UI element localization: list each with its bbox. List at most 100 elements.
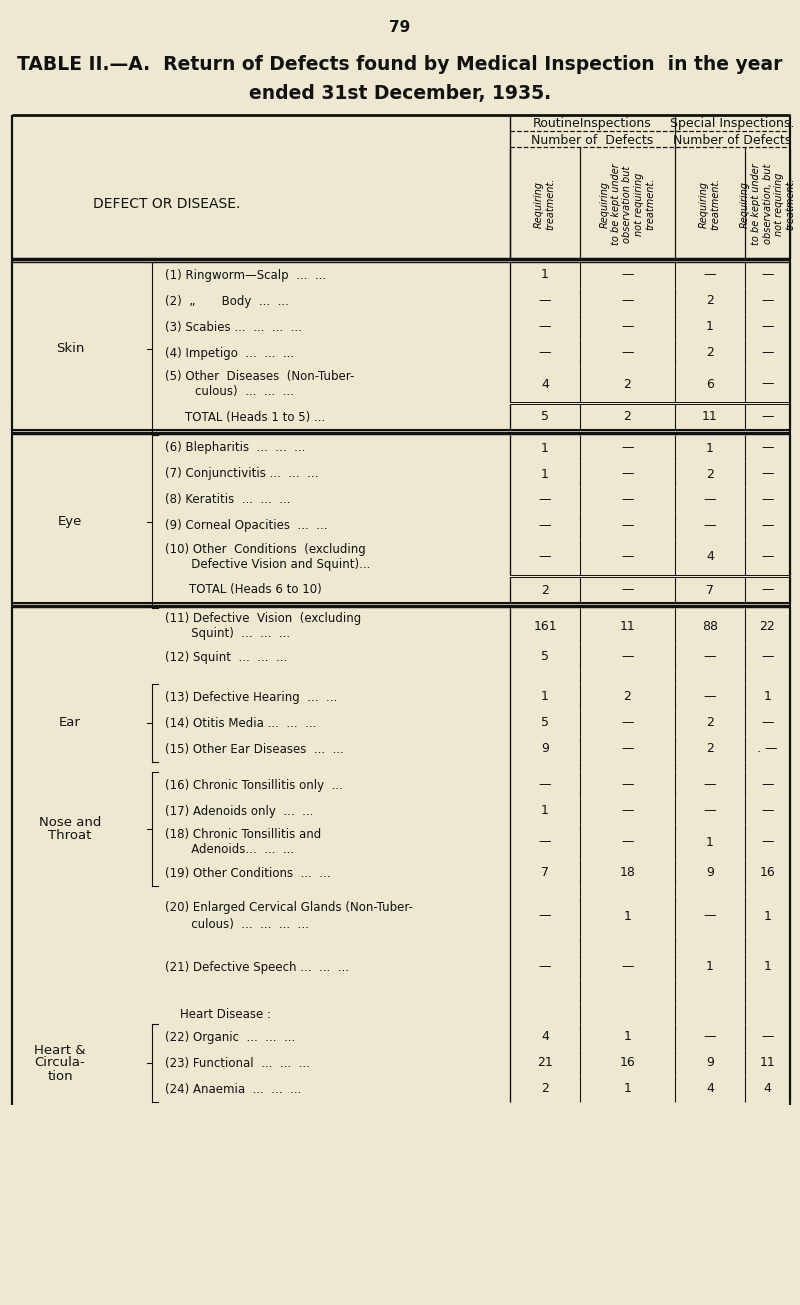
Text: Circula-: Circula-	[34, 1057, 86, 1070]
Text: —: —	[538, 321, 551, 334]
Text: —: —	[622, 779, 634, 792]
Text: (17) Adenoids only  ...  ...: (17) Adenoids only ... ...	[165, 804, 314, 817]
Text: 161: 161	[533, 620, 557, 633]
Text: —: —	[762, 583, 774, 596]
Text: —: —	[762, 321, 774, 334]
Text: 4: 4	[541, 377, 549, 390]
Text: —: —	[762, 779, 774, 792]
Text: Eye: Eye	[58, 515, 82, 529]
Text: (2)  „       Body  ...  ...: (2) „ Body ... ...	[165, 295, 289, 308]
Text: (11) Defective  Vision  (excluding: (11) Defective Vision (excluding	[165, 612, 362, 625]
Text: (7) Conjunctivitis ...  ...  ...: (7) Conjunctivitis ... ... ...	[165, 467, 318, 480]
Text: 1: 1	[541, 441, 549, 454]
Text: (4) Impetigo  ...  ...  ...: (4) Impetigo ... ... ...	[165, 347, 294, 359]
Text: 4: 4	[541, 1031, 549, 1044]
Text: —: —	[622, 804, 634, 817]
Text: —: —	[538, 551, 551, 564]
Text: Heart Disease :: Heart Disease :	[179, 1007, 270, 1021]
Text: 2: 2	[706, 295, 714, 308]
Text: —: —	[538, 493, 551, 506]
Text: Squint)  ...  ...  ...: Squint) ... ... ...	[165, 628, 290, 641]
Text: —: —	[704, 690, 716, 703]
Text: 1: 1	[623, 910, 631, 923]
Text: —: —	[622, 650, 634, 663]
Text: Number of Defects: Number of Defects	[674, 133, 792, 146]
Text: 22: 22	[760, 620, 775, 633]
Text: (16) Chronic Tonsillitis only  ...: (16) Chronic Tonsillitis only ...	[165, 779, 343, 792]
Text: —: —	[762, 1031, 774, 1044]
Text: —: —	[538, 779, 551, 792]
Text: TABLE II.—A.  Return of Defects found by Medical Inspection  in the year: TABLE II.—A. Return of Defects found by …	[18, 56, 782, 74]
Text: Requiring
treatment.: Requiring treatment.	[534, 177, 556, 230]
Text: —: —	[538, 835, 551, 848]
Text: tion: tion	[47, 1070, 73, 1083]
Text: —: —	[704, 779, 716, 792]
Text: —: —	[622, 960, 634, 974]
Text: 16: 16	[620, 1057, 635, 1070]
Text: —: —	[538, 295, 551, 308]
Text: 4: 4	[763, 1083, 771, 1095]
Text: —: —	[704, 804, 716, 817]
Text: —: —	[762, 835, 774, 848]
Text: 1: 1	[623, 1031, 631, 1044]
Text: —: —	[622, 295, 634, 308]
Text: —: —	[704, 1031, 716, 1044]
Text: —: —	[762, 467, 774, 480]
Text: —: —	[538, 347, 551, 359]
Text: —: —	[704, 493, 716, 506]
Text: —: —	[762, 269, 774, 282]
Text: 5: 5	[541, 716, 549, 729]
Text: —: —	[704, 269, 716, 282]
Text: (12) Squint  ...  ...  ...: (12) Squint ... ... ...	[165, 650, 287, 663]
Text: 11: 11	[620, 620, 635, 633]
Text: (22) Organic  ...  ...  ...: (22) Organic ... ... ...	[165, 1031, 295, 1044]
Text: (21) Defective Speech ...  ...  ...: (21) Defective Speech ... ... ...	[165, 960, 349, 974]
Text: Requiring
to be kept under
observation, but
not requiring
treatment.: Requiring to be kept under observation, …	[739, 163, 796, 245]
Text: 2: 2	[623, 411, 631, 424]
Text: —: —	[704, 519, 716, 532]
Text: 5: 5	[541, 650, 549, 663]
Text: —: —	[622, 519, 634, 532]
Text: Special Inspections.: Special Inspections.	[670, 117, 794, 130]
Text: 1: 1	[541, 269, 549, 282]
Text: —: —	[704, 910, 716, 923]
Text: —: —	[762, 804, 774, 817]
Text: 1: 1	[706, 960, 714, 974]
Text: —: —	[538, 910, 551, 923]
Text: 9: 9	[706, 1057, 714, 1070]
Text: 1: 1	[541, 467, 549, 480]
Text: —: —	[762, 441, 774, 454]
Text: Number of  Defects: Number of Defects	[531, 133, 654, 146]
Text: 1: 1	[706, 835, 714, 848]
Text: (13) Defective Hearing  ...  ...: (13) Defective Hearing ... ...	[165, 690, 338, 703]
Text: (9) Corneal Opacities  ...  ...: (9) Corneal Opacities ... ...	[165, 519, 327, 532]
Text: Adenoids...  ...  ...: Adenoids... ... ...	[165, 843, 294, 856]
Text: 2: 2	[706, 467, 714, 480]
Text: —: —	[622, 441, 634, 454]
Text: (23) Functional  ...  ...  ...: (23) Functional ... ... ...	[165, 1057, 310, 1070]
Text: —: —	[704, 650, 716, 663]
Text: —: —	[538, 960, 551, 974]
Text: 1: 1	[763, 690, 771, 703]
Text: —: —	[622, 835, 634, 848]
Text: —: —	[622, 269, 634, 282]
Text: —: —	[622, 716, 634, 729]
Text: —: —	[622, 583, 634, 596]
Text: Ear: Ear	[59, 716, 81, 729]
Text: —: —	[622, 493, 634, 506]
Text: —: —	[538, 519, 551, 532]
Text: 2: 2	[623, 377, 631, 390]
Text: 7: 7	[706, 583, 714, 596]
Text: culous)  ...  ...  ...: culous) ... ... ...	[165, 385, 294, 398]
Text: 1: 1	[706, 441, 714, 454]
Text: Skin: Skin	[56, 342, 84, 355]
Text: 11: 11	[702, 411, 718, 424]
Text: 1: 1	[623, 1083, 631, 1095]
Text: —: —	[762, 519, 774, 532]
Text: Heart &: Heart &	[34, 1044, 86, 1057]
Text: TOTAL (Heads 6 to 10): TOTAL (Heads 6 to 10)	[189, 583, 322, 596]
Text: Defective Vision and Squint)...: Defective Vision and Squint)...	[165, 559, 370, 572]
Text: 9: 9	[706, 867, 714, 880]
Text: 2: 2	[541, 583, 549, 596]
Text: (18) Chronic Tonsillitis and: (18) Chronic Tonsillitis and	[165, 827, 322, 840]
